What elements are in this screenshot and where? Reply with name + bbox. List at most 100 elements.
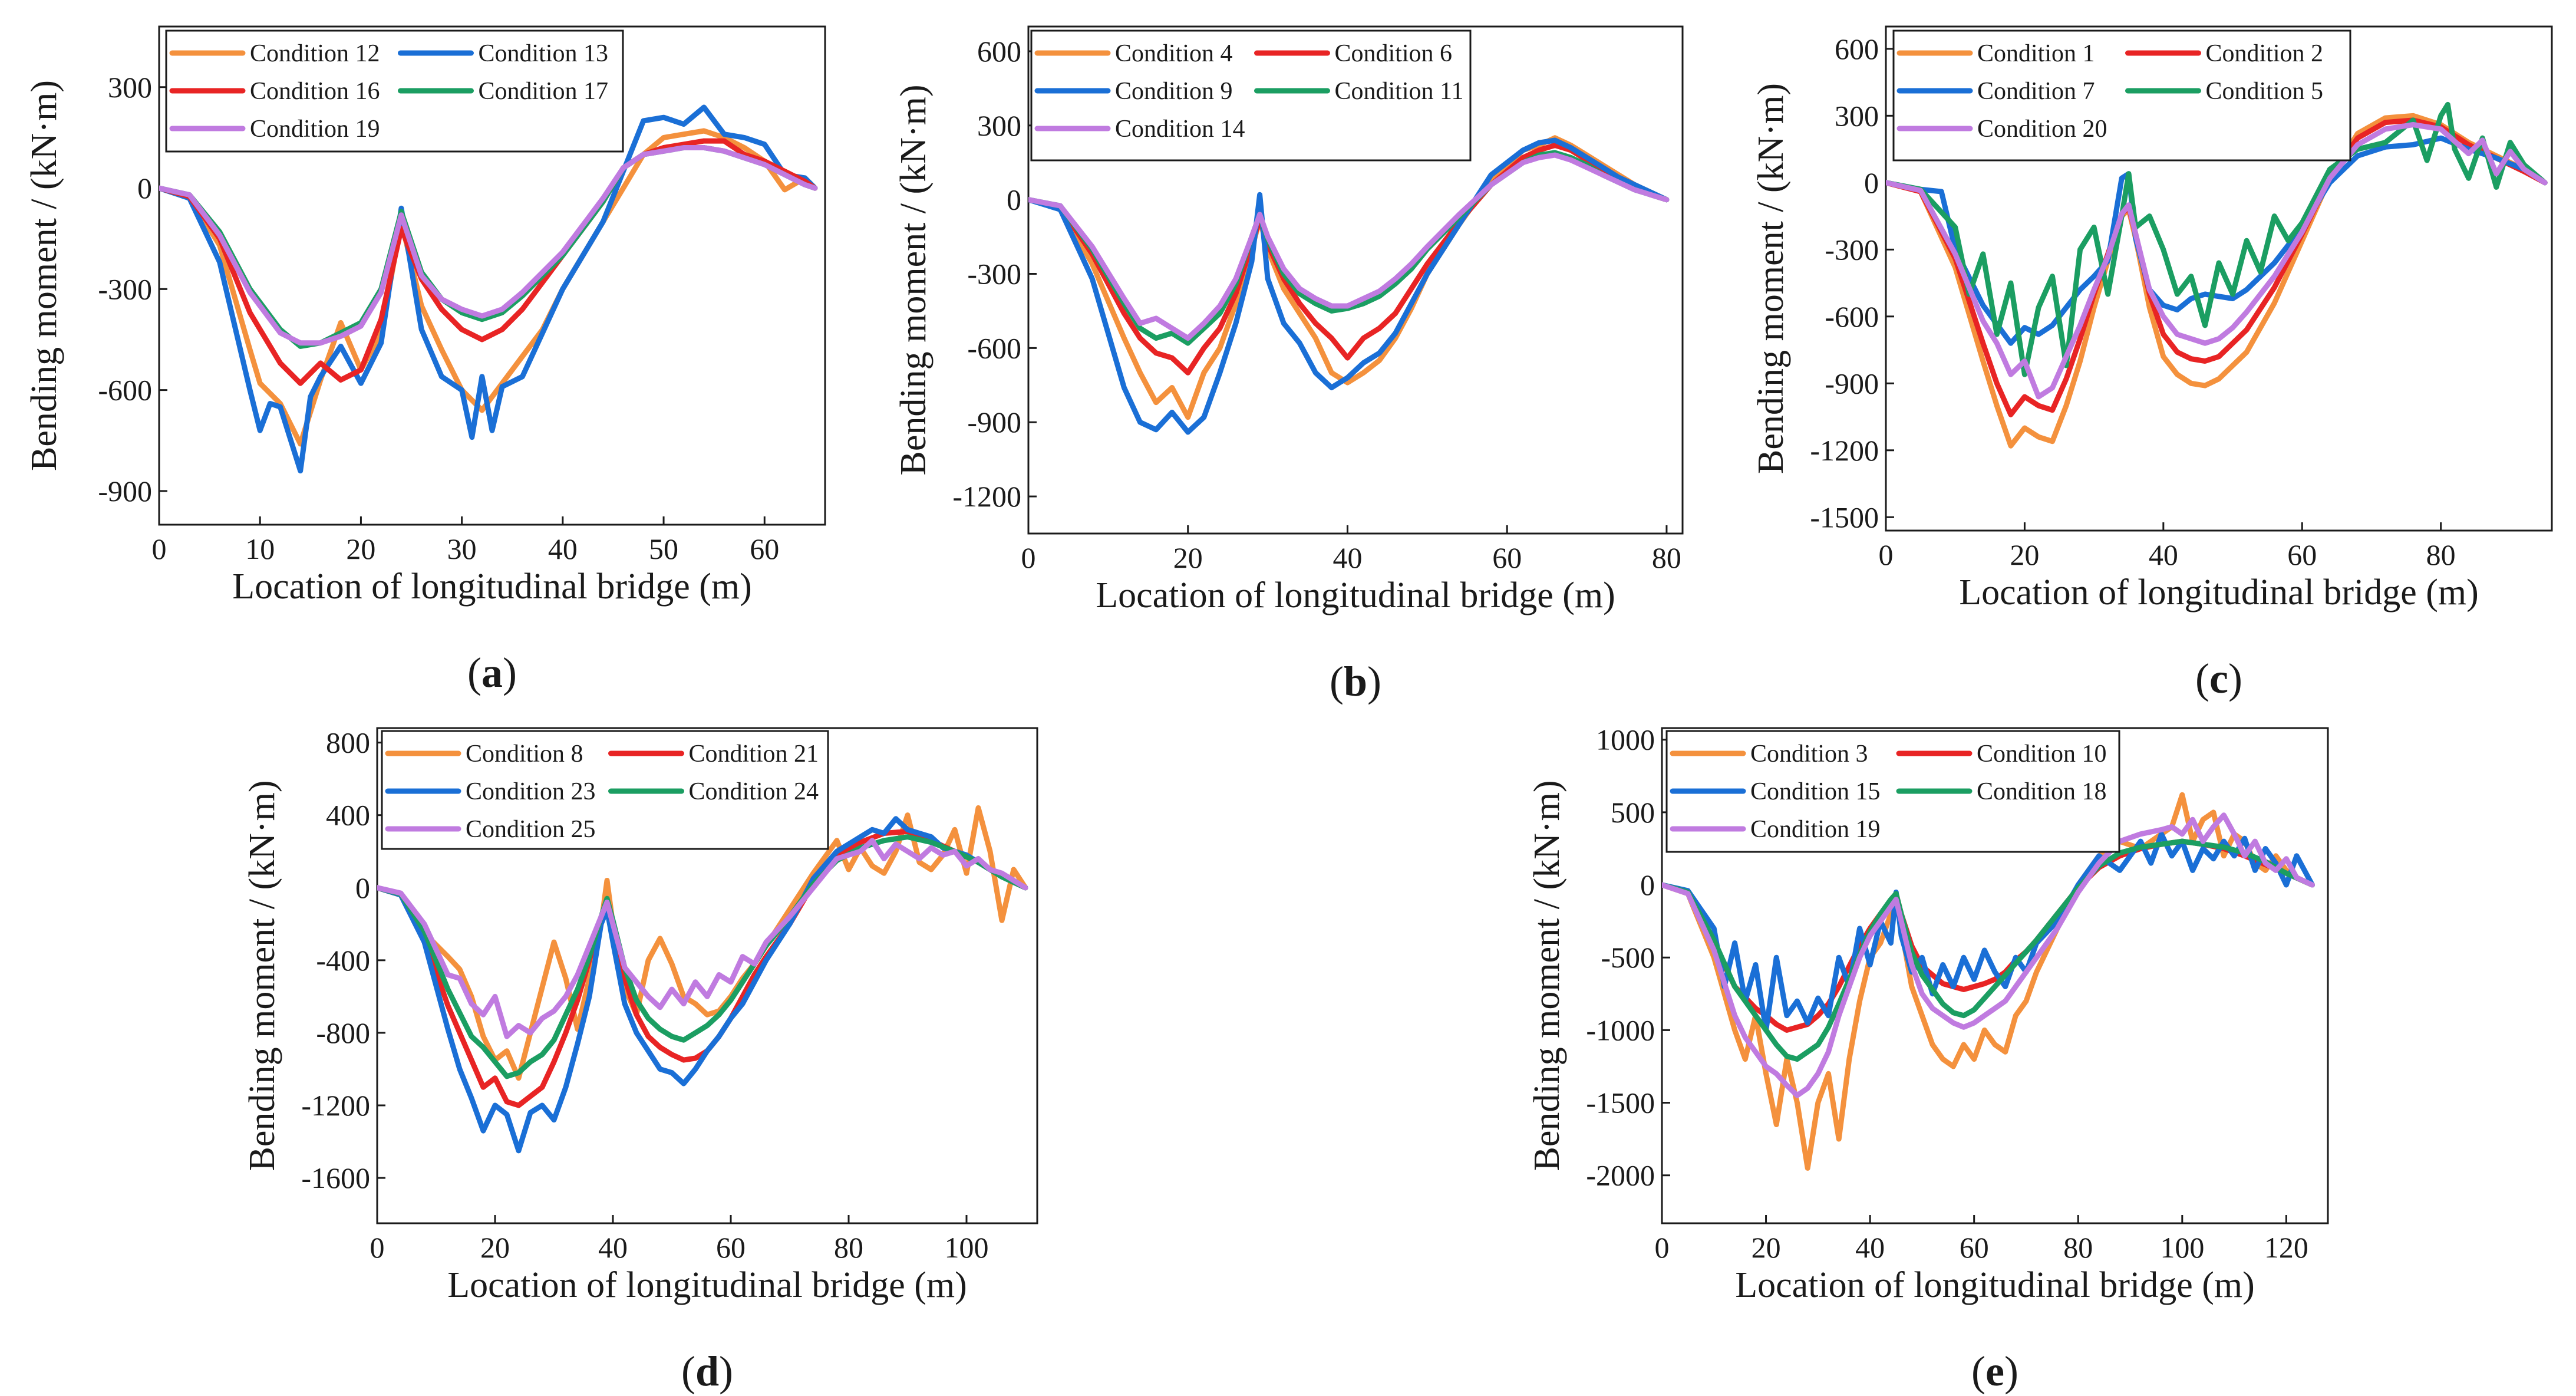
y-tick-label: -1200 bbox=[1810, 434, 1879, 467]
y-tick-label: 600 bbox=[1835, 32, 1879, 65]
y-tick-label: -900 bbox=[98, 475, 152, 508]
panel-label: (b) bbox=[1330, 658, 1381, 705]
legend-label: Condition 24 bbox=[689, 778, 819, 805]
y-tick-label: 0 bbox=[137, 172, 152, 205]
y-axis-label: Bending moment / (kN·m) bbox=[1751, 83, 1791, 474]
x-tick-label: 60 bbox=[1492, 541, 1522, 574]
legend-label: Condition 20 bbox=[1977, 116, 2107, 143]
series-line-condition-24 bbox=[377, 834, 1028, 1079]
y-tick-label: 600 bbox=[977, 35, 1021, 68]
legend-label: Condition 16 bbox=[250, 78, 380, 105]
y-tick-label: -300 bbox=[98, 272, 152, 305]
legend-label: Condition 5 bbox=[2206, 78, 2324, 105]
x-tick-label: 100 bbox=[2160, 1231, 2204, 1264]
chart-panel-d: 0 20 40 60 80 100 800 400 0 -400 -800 -1200 -1600 Loc… bbox=[242, 726, 1038, 1395]
series-line-condition-13 bbox=[159, 104, 818, 474]
series-line-condition-12 bbox=[159, 128, 818, 447]
x-tick-label: 0 bbox=[1655, 1231, 1670, 1264]
y-tick-label: 0 bbox=[355, 871, 370, 904]
y-tick-label: -500 bbox=[1601, 941, 1655, 974]
plot-frame bbox=[158, 25, 826, 526]
plot-frame bbox=[376, 727, 1038, 1224]
legend-label: Condition 21 bbox=[689, 740, 819, 768]
legend-label: Condition 12 bbox=[250, 40, 380, 67]
x-axis-label: Location of longitudinal bridge (m) bbox=[447, 1265, 967, 1305]
chart-panel-a: 0 10 20 30 40 50 60 300 0 -300 -600 -900 Location of… bbox=[24, 25, 826, 696]
panel-letter: b bbox=[1344, 658, 1367, 705]
y-tick-label: -600 bbox=[1825, 300, 1879, 333]
x-tick-label: 0 bbox=[1021, 541, 1036, 574]
x-tick-label: 50 bbox=[649, 532, 678, 565]
y-tick-label: 300 bbox=[977, 109, 1021, 142]
y-axis-label: Bending moment / (kN·m) bbox=[242, 781, 282, 1171]
legend-label: Condition 1 bbox=[1977, 40, 2095, 67]
x-tick-label: 80 bbox=[834, 1231, 863, 1264]
legend-label: Condition 18 bbox=[1977, 778, 2107, 805]
series-line-condition-14 bbox=[1028, 152, 1670, 341]
x-tick-label: 80 bbox=[2426, 538, 2456, 571]
series-line-condition-16 bbox=[159, 138, 818, 386]
y-tick-label: -300 bbox=[1825, 233, 1879, 266]
panel-label: (e) bbox=[1971, 1348, 2018, 1395]
x-tick-label: 60 bbox=[716, 1231, 746, 1264]
y-tick-label: -1500 bbox=[1586, 1086, 1655, 1120]
y-tick-label: -900 bbox=[967, 406, 1021, 439]
series-line-condition-9 bbox=[1028, 137, 1670, 435]
chart-panel-c: 0 20 40 60 80 600 300 0 -300 -600 -900 -1200 -1500 Lo… bbox=[1751, 25, 2553, 702]
series-line-condition-25 bbox=[377, 838, 1028, 1039]
x-tick-label: 0 bbox=[370, 1231, 385, 1264]
y-axis-label: Bending moment / (kN·m) bbox=[893, 85, 934, 476]
legend-label: Condition 11 bbox=[1335, 78, 1464, 105]
legend: Condition 3 Condition 10 Condition 15 Condi… bbox=[1665, 730, 2120, 853]
series-line-condition-7 bbox=[1886, 135, 2548, 346]
legend-label: Condition 23 bbox=[466, 778, 596, 805]
y-tick-label: -1600 bbox=[301, 1161, 370, 1194]
legend-label: Condition 19 bbox=[1750, 816, 1881, 843]
series-line-condition-19 bbox=[1662, 812, 2315, 1098]
series-line-condition-8 bbox=[377, 805, 1028, 1081]
series-line-condition-2 bbox=[1886, 117, 2548, 417]
series-line-condition-5 bbox=[1886, 101, 2548, 377]
y-tick-label: 0 bbox=[1864, 166, 1879, 199]
legend-label: Condition 6 bbox=[1335, 40, 1453, 67]
plot-frame bbox=[1885, 25, 2553, 532]
y-tick-label: 0 bbox=[1007, 183, 1021, 216]
x-tick-label: 20 bbox=[1752, 1231, 1781, 1264]
legend-label: Condition 9 bbox=[1115, 78, 1233, 105]
panel-label: (c) bbox=[2195, 655, 2242, 702]
x-tick-label: 60 bbox=[750, 532, 779, 565]
y-tick-label: -1200 bbox=[301, 1089, 370, 1122]
chart-panel-b: 0 20 40 60 80 600 300 0 -300 -600 -900 -1200 Locatio… bbox=[893, 25, 1684, 705]
y-tick-label: 0 bbox=[1640, 868, 1655, 901]
panel-label: (d) bbox=[681, 1348, 733, 1395]
x-tick-label: 20 bbox=[480, 1231, 510, 1264]
legend-label: Condition 8 bbox=[466, 740, 583, 768]
series-line-condition-23 bbox=[377, 816, 1028, 1154]
legend: Condition 12 Condition 13 Condition 16 Cond… bbox=[165, 29, 624, 153]
x-tick-label: 40 bbox=[1855, 1231, 1885, 1264]
y-tick-label: 500 bbox=[1611, 796, 1655, 829]
x-axis-label: Location of longitudinal bridge (m) bbox=[1096, 575, 1615, 615]
x-tick-label: 20 bbox=[346, 532, 375, 565]
x-tick-label: 100 bbox=[945, 1231, 989, 1264]
x-tick-label: 0 bbox=[152, 532, 167, 565]
y-tick-label: -600 bbox=[967, 331, 1021, 364]
y-tick-label: -1500 bbox=[1810, 501, 1879, 534]
legend-label: Condition 3 bbox=[1750, 740, 1868, 768]
panel-letter: e bbox=[1985, 1348, 2004, 1395]
series-group bbox=[377, 805, 1028, 1154]
plot-frame bbox=[1027, 25, 1684, 535]
x-tick-label: 40 bbox=[548, 532, 578, 565]
legend-label: Condition 17 bbox=[479, 78, 609, 105]
series-group bbox=[1662, 792, 2315, 1171]
series-group bbox=[159, 104, 818, 474]
y-tick-label: 1000 bbox=[1596, 723, 1655, 756]
y-tick-label: 400 bbox=[326, 799, 370, 832]
panel-label: (a) bbox=[467, 649, 517, 696]
y-axis-label: Bending moment / (kN·m) bbox=[1527, 781, 1567, 1171]
x-tick-label: 10 bbox=[245, 532, 275, 565]
legend-label: Condition 4 bbox=[1115, 40, 1233, 67]
x-tick-label: 40 bbox=[598, 1231, 628, 1264]
x-axis-label: Location of longitudinal bridge (m) bbox=[232, 567, 752, 607]
legend-label: Condition 10 bbox=[1977, 740, 2107, 768]
